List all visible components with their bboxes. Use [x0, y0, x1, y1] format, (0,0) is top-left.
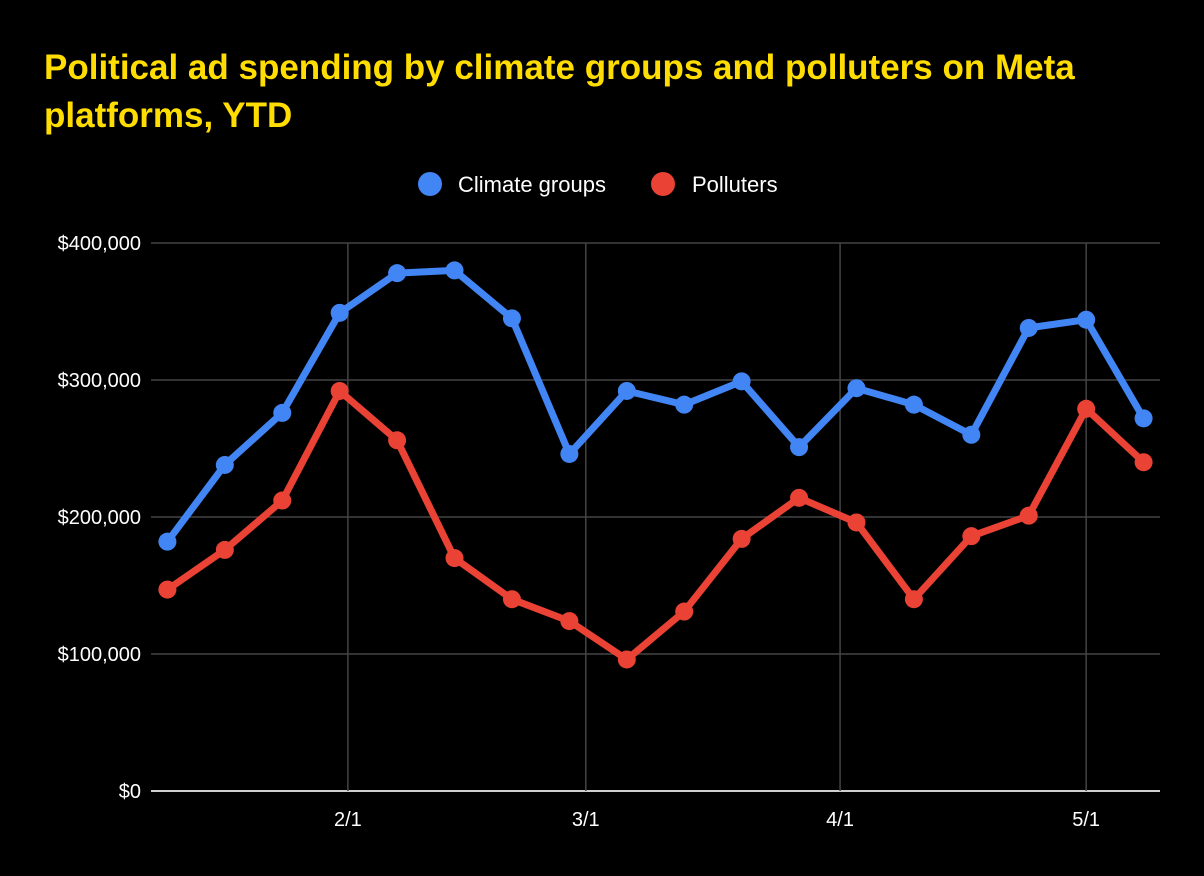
legend-item-climate-groups: Climate groups [418, 172, 606, 197]
y-tick-label: $0 [119, 781, 141, 803]
legend-swatch [651, 172, 675, 196]
x-tick-label: 2/1 [334, 809, 362, 831]
data-point [847, 513, 866, 532]
data-point [445, 261, 464, 280]
y-tick-label: $100,000 [58, 644, 141, 666]
legend-label: Polluters [692, 172, 778, 197]
legend-label: Climate groups [458, 172, 606, 197]
data-point [502, 590, 521, 609]
data-point [1134, 453, 1153, 472]
data-point [1077, 310, 1096, 329]
data-point [560, 612, 579, 631]
data-point [904, 395, 923, 414]
data-point [617, 381, 636, 400]
data-point [847, 379, 866, 398]
data-point [330, 381, 349, 400]
data-point [732, 529, 751, 548]
series-line [163, 387, 1148, 663]
data-point [158, 532, 177, 551]
data-point [732, 372, 751, 391]
x-axis: 2/1 3/1 4/1 5/1 [334, 809, 1100, 831]
data-point [1077, 399, 1096, 418]
y-tick-label: $400,000 [58, 233, 141, 255]
data-point [1134, 409, 1153, 428]
x-tick-label: 5/1 [1072, 809, 1100, 831]
data-point [273, 403, 292, 422]
legend: Climate groups Polluters [418, 172, 778, 197]
data-point [617, 650, 636, 669]
data-point [215, 540, 234, 559]
data-point [560, 444, 579, 463]
data-point [962, 527, 981, 546]
series-climate-groups [158, 261, 1153, 551]
plot-area [158, 261, 1153, 669]
data-point [1019, 318, 1038, 337]
data-point [790, 488, 809, 507]
gridlines [151, 242, 1160, 792]
y-axis: $0 $100,000 $200,000 $300,000 $400,000 [58, 233, 141, 803]
data-point [1019, 506, 1038, 525]
data-point [675, 395, 694, 414]
y-tick-label: $300,000 [58, 370, 141, 392]
data-point [502, 309, 521, 328]
series-line [163, 266, 1148, 546]
legend-item-polluters: Polluters [651, 172, 778, 197]
data-point [273, 491, 292, 510]
y-tick-label: $200,000 [58, 507, 141, 529]
data-point [675, 602, 694, 621]
legend-swatch [418, 172, 442, 196]
data-point [962, 425, 981, 444]
data-point [904, 590, 923, 609]
data-point [388, 264, 407, 283]
data-point [388, 431, 407, 450]
data-point [330, 303, 349, 322]
data-point [790, 438, 809, 457]
data-point [158, 580, 177, 599]
x-tick-label: 3/1 [572, 809, 600, 831]
chart-title: Political ad spending by climate groups … [44, 48, 1075, 135]
series-polluters [158, 381, 1153, 669]
x-tick-label: 4/1 [826, 809, 854, 831]
data-point [445, 549, 464, 568]
data-point [215, 455, 234, 474]
